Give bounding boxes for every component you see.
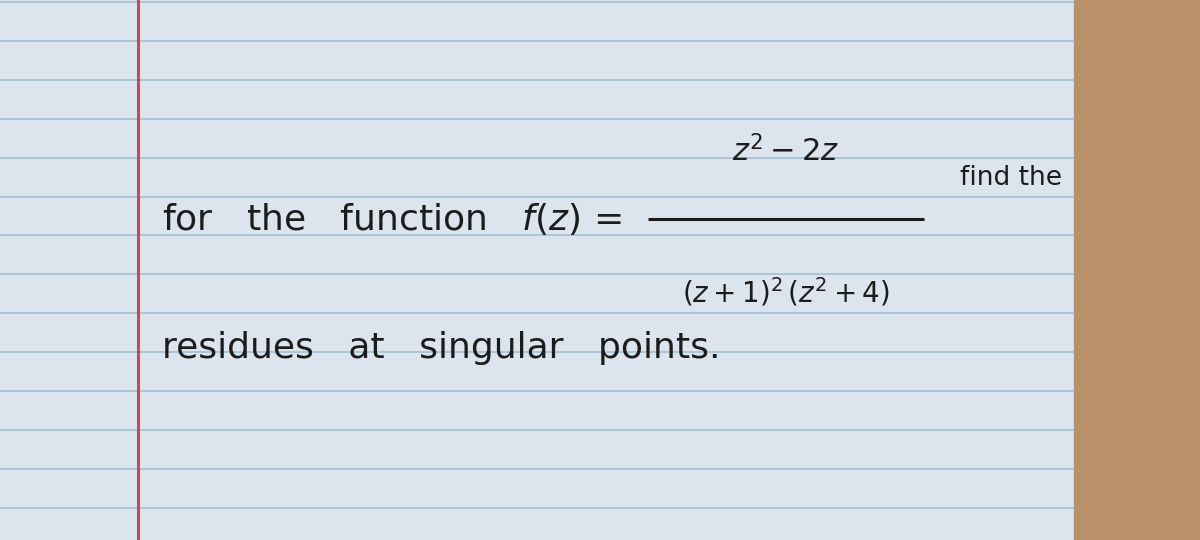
Bar	[0, 0, 1074, 540]
Text: $z^2 - 2z$: $z^2 - 2z$	[732, 135, 840, 167]
Text: for   the   function   $f(z)$ =: for the function $f(z)$ =	[162, 201, 622, 237]
Bar	[1074, 0, 1200, 540]
Text: find the: find the	[960, 165, 1062, 191]
Text: residues   at   singular   points.: residues at singular points.	[162, 332, 720, 365]
Text: $(z+1)^2\,(z^2+4)$: $(z+1)^2\,(z^2+4)$	[682, 275, 890, 308]
